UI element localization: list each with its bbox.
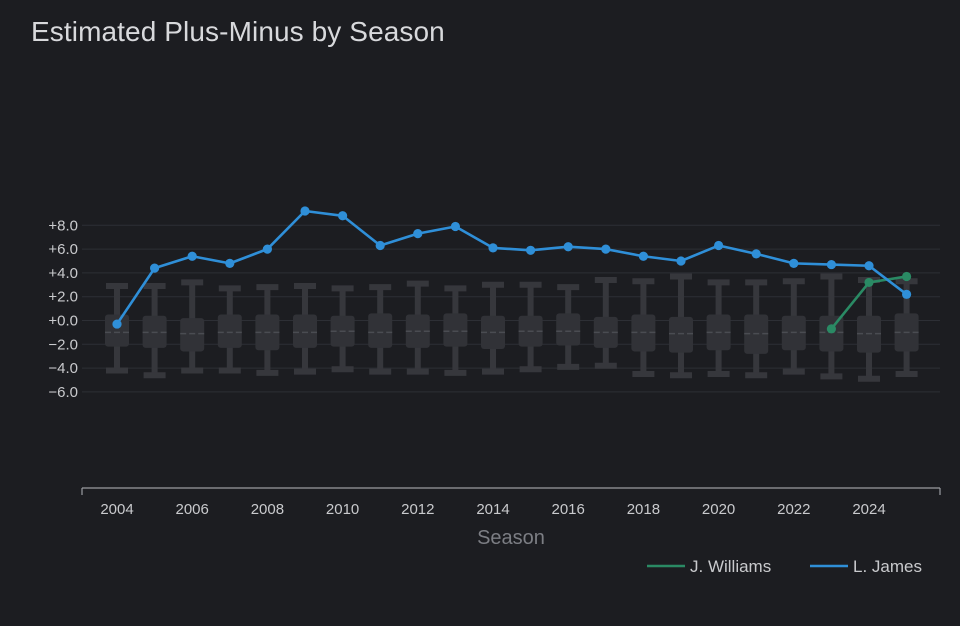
series-points [112, 206, 912, 334]
series-lines [115, 209, 908, 330]
box-body [293, 314, 317, 348]
data-point [300, 206, 310, 216]
data-point [826, 324, 837, 334]
data-point [375, 240, 385, 251]
data-point [826, 259, 837, 270]
data-point [526, 245, 536, 255]
y-tick-label: −2.0 [48, 336, 78, 353]
distribution-boxes [105, 273, 919, 382]
data-point [150, 263, 160, 273]
chart-title: Estimated Plus-Minus by Season [31, 16, 445, 47]
data-point [488, 243, 498, 253]
data-point [338, 211, 348, 221]
x-tick-label: 2012 [401, 501, 434, 518]
data-point [112, 319, 122, 329]
data-point [638, 251, 649, 261]
y-tick-label: +4.0 [48, 265, 78, 282]
x-tick-label: 2006 [176, 501, 209, 518]
data-point [676, 256, 686, 266]
x-tick-label: 2022 [777, 501, 810, 518]
box-body [669, 316, 693, 353]
box-body [443, 313, 468, 347]
y-tick-label: −6.0 [48, 384, 78, 401]
y-axis: +8.0 +6.0 +4.0 +2.0 +0.0 −2.0 −4.0 −6.0 [48, 217, 78, 401]
x-tick-label: 2016 [552, 501, 585, 518]
box-body [105, 314, 129, 347]
x-axis: 2004 2006 2008 2010 2012 2014 2016 2018 2020 2022… [81, 487, 941, 518]
box-body [368, 313, 393, 348]
x-tick-label: 2020 [702, 501, 735, 518]
y-tick-label: +2.0 [48, 289, 78, 306]
x-axis-label: Season [477, 527, 545, 549]
data-point [450, 221, 460, 232]
data-point [864, 277, 874, 288]
box-body [180, 318, 205, 352]
data-point [789, 258, 799, 268]
box-body [217, 314, 242, 348]
y-tick-label: −4.0 [48, 360, 78, 377]
data-point [563, 242, 573, 252]
y-tick-label: +8.0 [48, 217, 78, 234]
data-point [187, 251, 197, 261]
x-tick-label: 2010 [326, 501, 359, 518]
x-tick-label: 2008 [251, 501, 284, 518]
box-body [556, 313, 581, 346]
data-point [902, 271, 912, 282]
series-line [115, 209, 908, 325]
data-point [751, 249, 761, 259]
x-tick-label: 2018 [627, 501, 660, 518]
data-point [413, 229, 423, 239]
data-point [225, 258, 235, 268]
y-tick-label: +6.0 [48, 241, 78, 258]
data-point [714, 240, 724, 251]
x-tick-label: 2014 [476, 501, 509, 518]
data-point [902, 289, 912, 299]
legend-label: J. Williams [690, 557, 771, 576]
x-tick-label: 2024 [852, 501, 885, 518]
data-point [864, 261, 874, 271]
data-point [262, 244, 272, 254]
data-point [601, 244, 611, 254]
y-tick-label: +0.0 [48, 313, 78, 330]
legend: J. Williams L. James [647, 557, 922, 576]
legend-label: L. James [853, 557, 922, 576]
box-body [819, 315, 844, 352]
x-tick-label: 2004 [100, 501, 133, 518]
